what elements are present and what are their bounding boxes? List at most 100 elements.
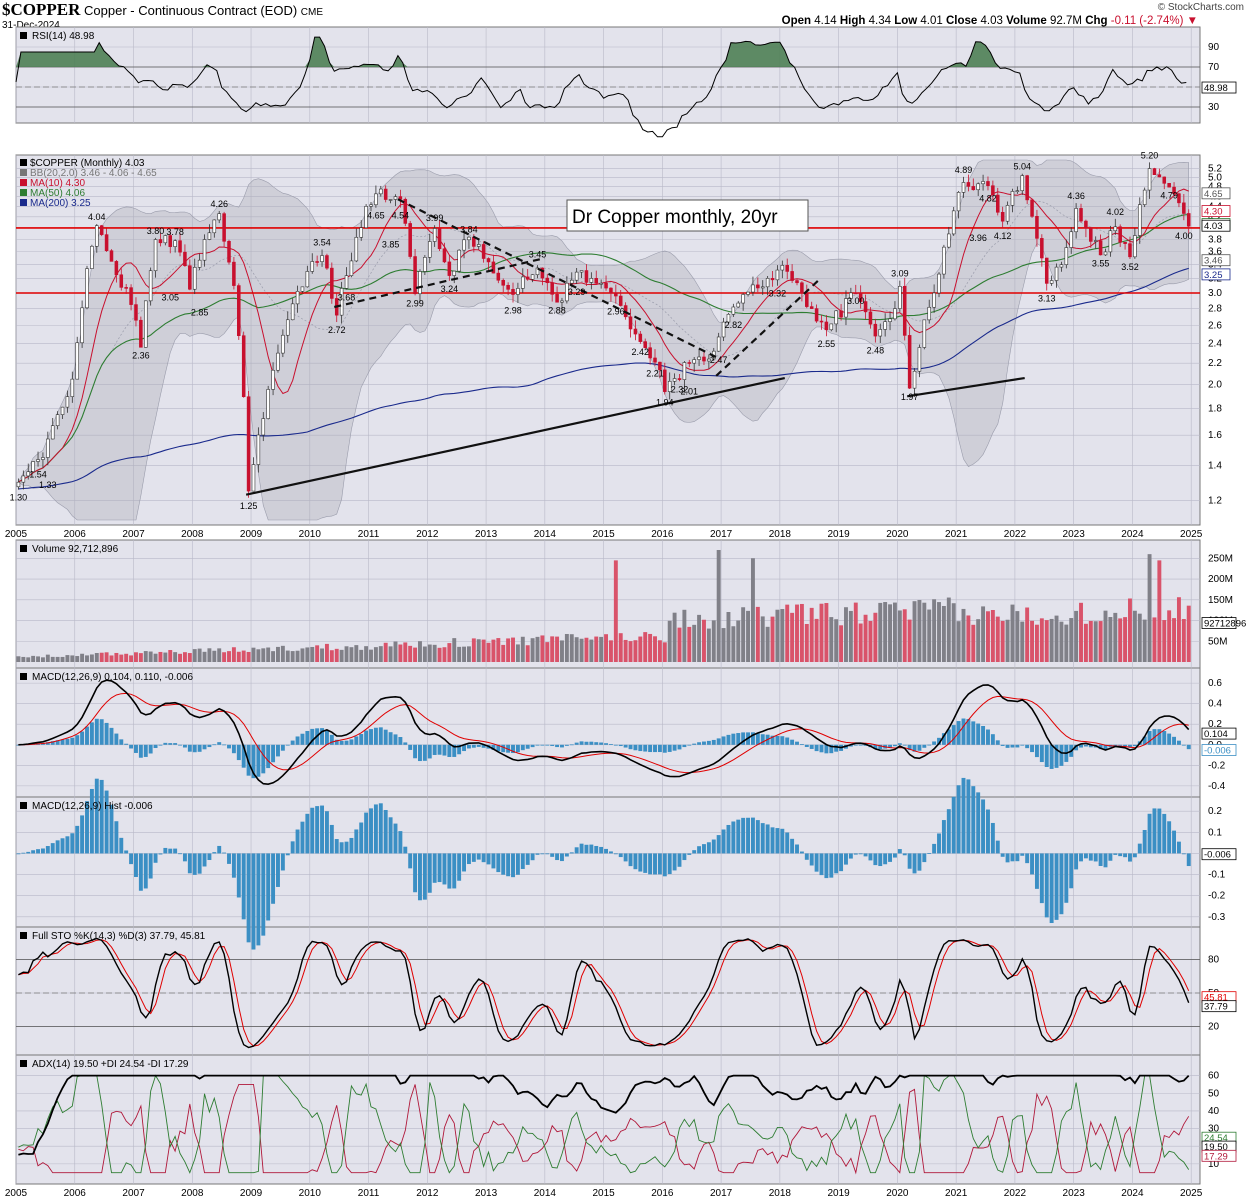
macd-histogram-bar	[1142, 736, 1147, 745]
volume-bar	[251, 647, 256, 662]
volume-bar	[599, 636, 604, 662]
candle-body	[285, 319, 290, 336]
candle-body	[1177, 193, 1181, 204]
macd-histogram-bar	[599, 742, 604, 745]
candle	[628, 308, 633, 338]
hist-bar	[60, 838, 65, 854]
hist-bar	[271, 853, 276, 904]
macd-histogram-bar	[986, 729, 990, 745]
macd-histogram-bar	[163, 742, 168, 745]
macd-histogram-bar	[481, 744, 486, 748]
volume-bar	[1157, 560, 1162, 662]
macd-histogram-bar	[608, 744, 613, 745]
volume-bar	[844, 607, 848, 662]
macd-histogram-bar	[300, 733, 305, 745]
x-tick-label: 2018	[769, 529, 792, 540]
volume-bar	[608, 640, 613, 662]
hist-bar	[1044, 853, 1049, 918]
volume-bar	[990, 610, 995, 662]
macd-histogram-bar	[471, 744, 476, 748]
macd-histogram-bar	[760, 734, 765, 745]
price-value-tag-label: 4.03	[1204, 221, 1223, 232]
macd-histogram-bar	[1054, 744, 1059, 768]
x-tick-label: 2018	[769, 1188, 792, 1199]
candle-body	[1000, 211, 1005, 222]
hist-bar	[579, 843, 584, 854]
sto-d-tag-label: 45.81	[1204, 993, 1228, 1004]
candle-body	[721, 321, 726, 338]
candle	[579, 270, 584, 279]
macd-histogram-bar	[55, 740, 60, 745]
candle-body	[707, 358, 711, 362]
hist-bar	[1074, 853, 1079, 870]
candle-body	[1118, 226, 1122, 243]
candle	[1030, 198, 1034, 218]
macd-histogram-bar	[85, 726, 89, 745]
x-tick-label: 2020	[886, 1188, 909, 1199]
hist-bar	[65, 836, 70, 854]
candle	[285, 311, 290, 343]
hist-bar	[80, 815, 85, 854]
macd-histogram-bar	[359, 734, 364, 745]
hist-bar	[814, 853, 819, 872]
macd-histogram-bar	[462, 744, 466, 752]
macd-histogram-bar	[540, 744, 545, 746]
macd-histogram-bar	[114, 733, 119, 745]
y-tick-label: 70	[1208, 62, 1220, 73]
hist-bar	[520, 853, 525, 869]
candle-body	[1035, 216, 1039, 239]
candle-body	[1084, 220, 1088, 229]
hist-bar	[1088, 853, 1093, 861]
candle	[912, 368, 917, 397]
hist-bar	[1039, 853, 1044, 904]
hist-bar	[961, 777, 966, 854]
macd-histogram-bar	[604, 743, 608, 745]
candle-body	[780, 265, 785, 271]
candle-body	[947, 233, 951, 248]
candle	[325, 253, 329, 270]
candle	[212, 219, 217, 238]
hist-bar	[897, 849, 902, 854]
candle	[775, 265, 780, 286]
macd-histogram-bar	[643, 744, 648, 752]
hist-bar	[677, 853, 682, 867]
macd-histogram-bar	[1020, 744, 1025, 746]
candle	[917, 344, 922, 378]
volume-bar	[437, 647, 442, 662]
macd-histogram-bar	[173, 743, 178, 745]
volume-bar	[648, 633, 653, 662]
volume-bar	[883, 602, 888, 662]
candle	[1064, 239, 1069, 269]
candle	[849, 287, 853, 302]
candle	[129, 284, 133, 311]
macd-histogram-bar	[339, 740, 344, 745]
candle-body	[281, 334, 285, 354]
x-tick-label: 2005	[5, 1188, 28, 1199]
candle-body	[961, 182, 966, 193]
macd-histogram-bar	[638, 744, 643, 752]
hist-bar	[653, 853, 657, 875]
candle-body	[868, 311, 873, 325]
macd-histogram-bar	[1176, 740, 1181, 745]
candle	[942, 244, 946, 279]
candle-body	[1133, 235, 1137, 258]
candle	[736, 300, 741, 308]
candle	[148, 267, 153, 306]
hist-bar	[702, 844, 706, 854]
volume-bar	[124, 653, 129, 662]
hist-bar	[476, 853, 481, 860]
legend-swatch	[20, 199, 27, 206]
price-label: 2.32	[671, 384, 689, 394]
candle	[486, 257, 491, 271]
macd-histogram-bar	[202, 744, 207, 750]
hist-bar	[378, 803, 383, 854]
hist-bar	[1147, 813, 1152, 854]
candle	[432, 225, 437, 247]
volume-bar	[354, 645, 359, 662]
y-tick-label: 0.6	[1208, 678, 1222, 689]
candle	[996, 187, 1000, 216]
hist-bar	[765, 824, 770, 854]
macd-histogram-bar	[819, 744, 824, 753]
macd-histogram-bar	[134, 744, 138, 753]
macd-histogram-bar	[89, 722, 94, 745]
